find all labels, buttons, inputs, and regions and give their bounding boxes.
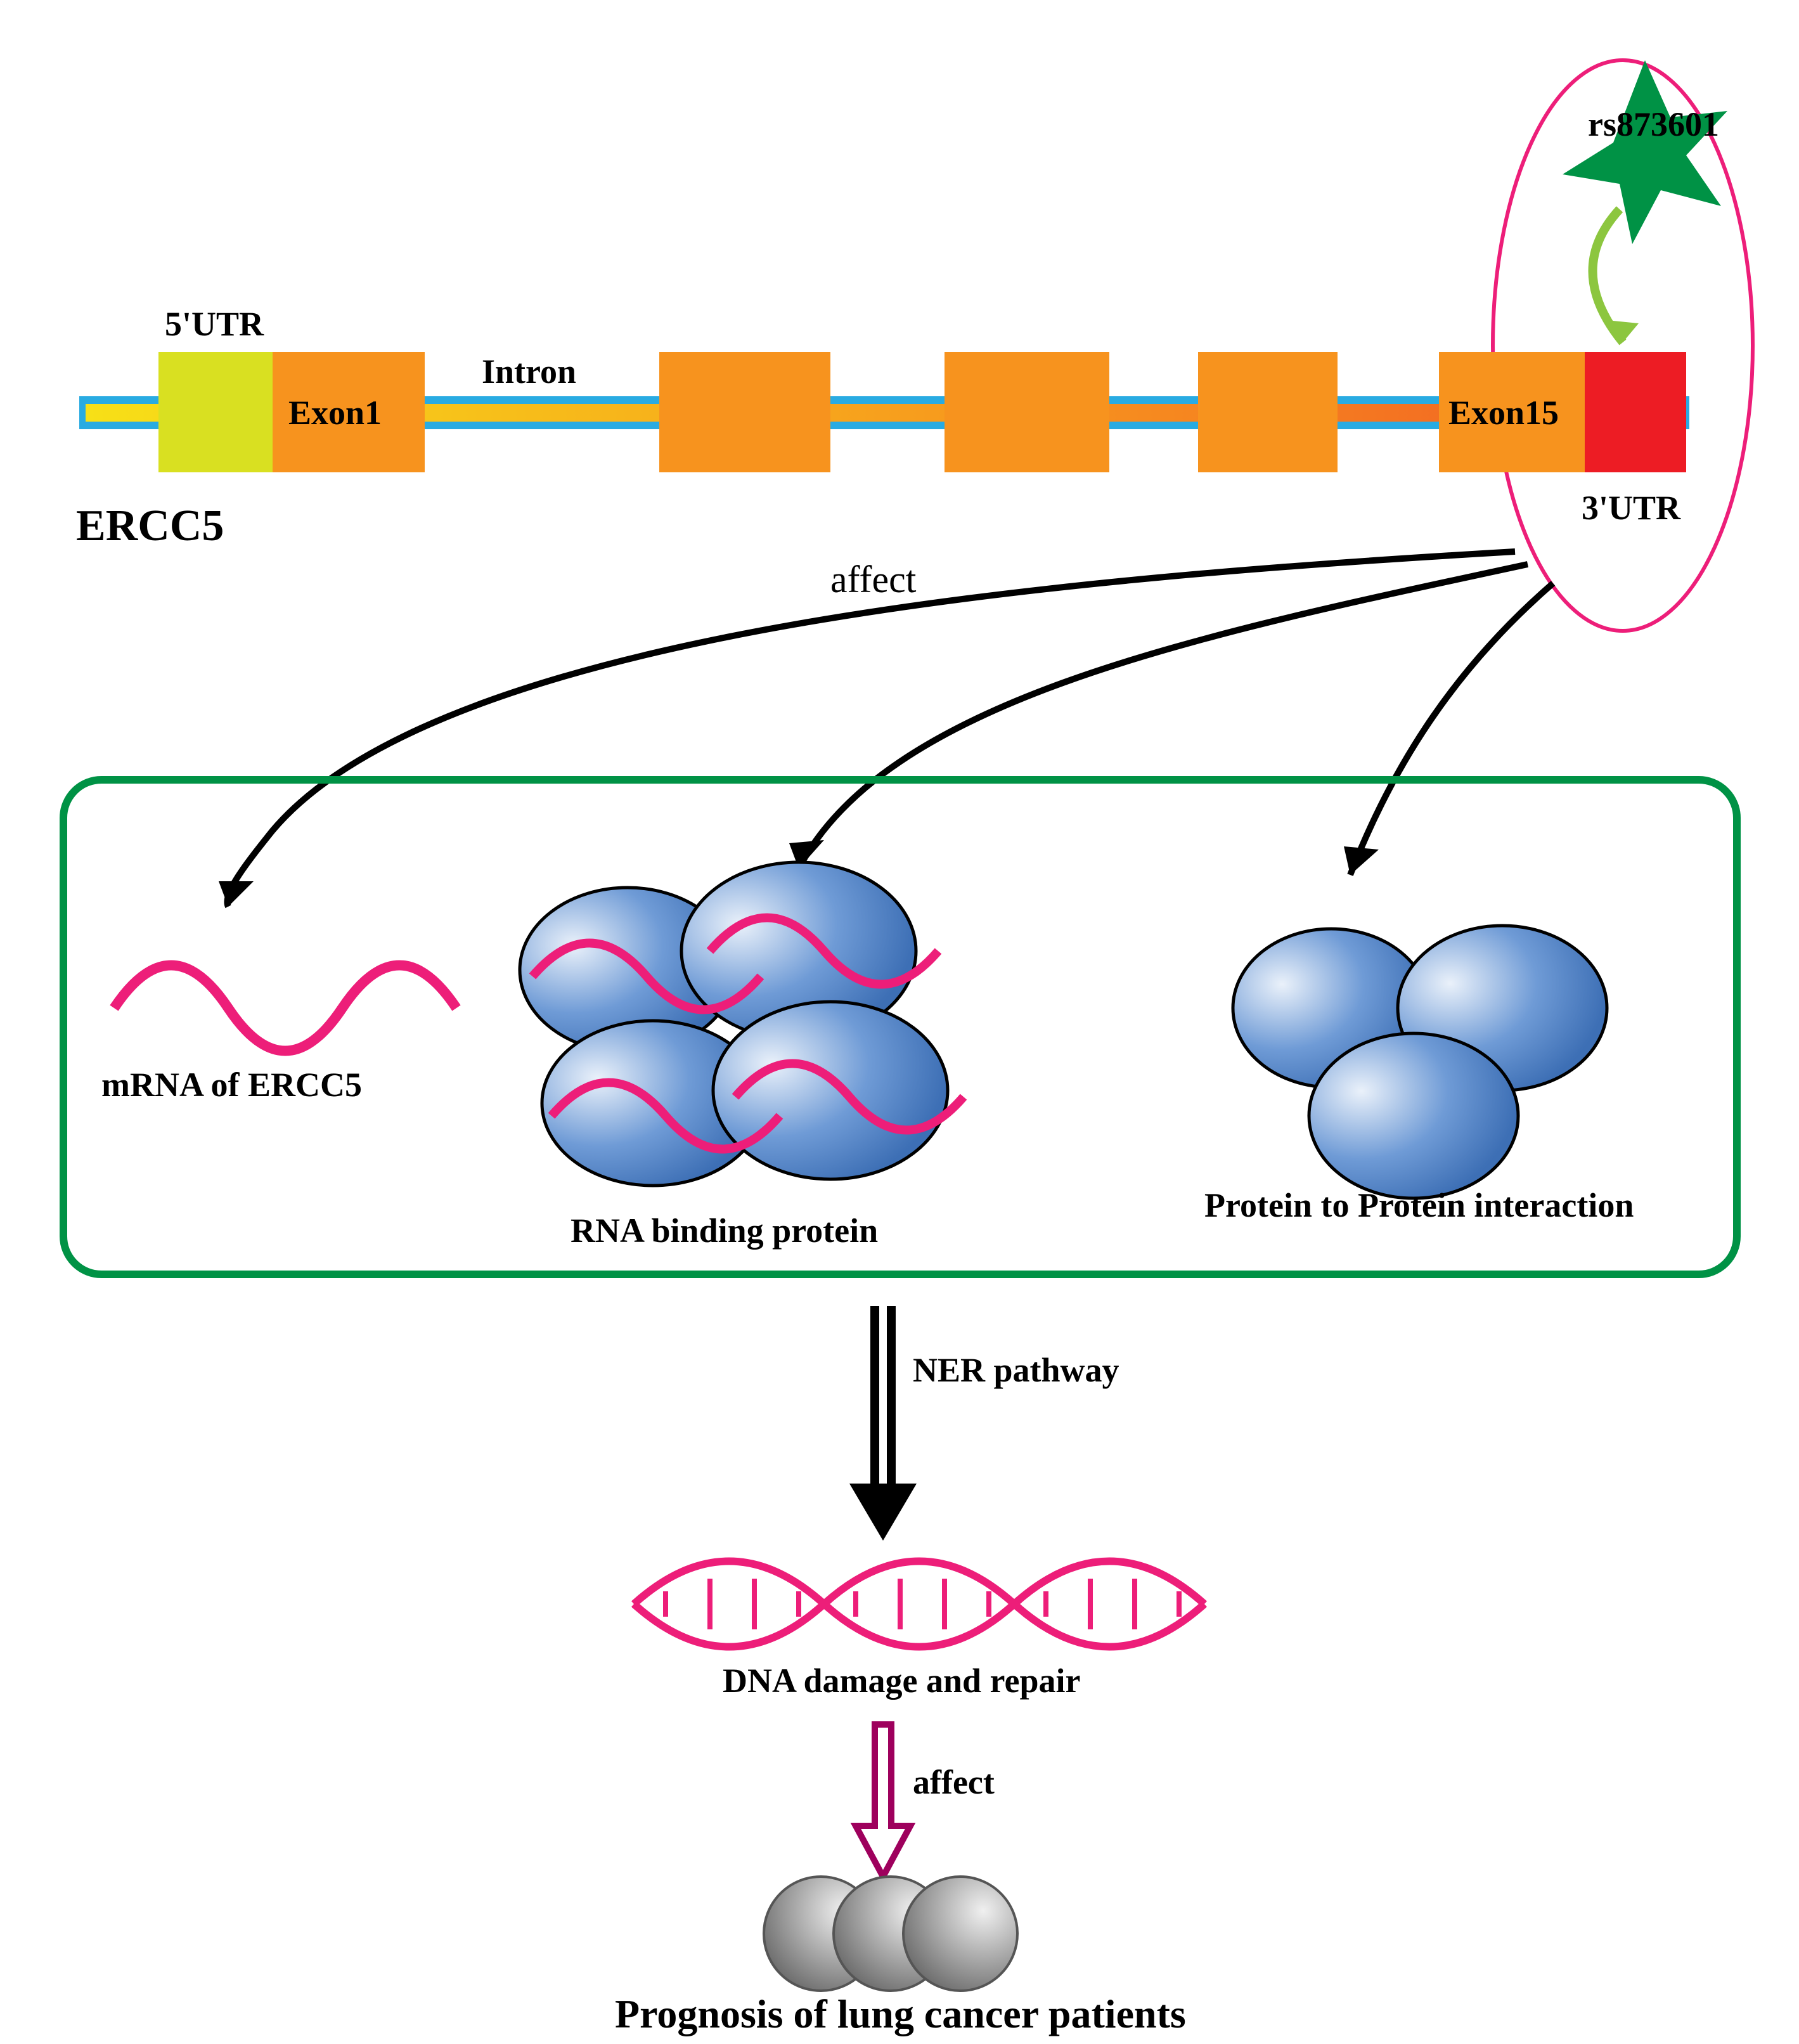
cells-icon [764, 1877, 1017, 1991]
affect-arrow-icon [856, 1724, 910, 1877]
exon15-label: Exon15 [1448, 393, 1559, 432]
affect2-label: affect [913, 1763, 995, 1802]
five-utr-block [158, 352, 273, 472]
diagram-svg [0, 0, 1799, 2044]
three-utr-block [1585, 352, 1686, 472]
rbp-label: RNA binding protein [571, 1211, 878, 1250]
affect-arrow-left [227, 552, 1515, 907]
ner-label: NER pathway [913, 1350, 1119, 1390]
ppi-label: Protein to Protein interaction [1204, 1186, 1634, 1225]
snp-label: rs873601 [1588, 105, 1719, 144]
exon1-label: Exon1 [288, 393, 382, 432]
exon2-block [659, 352, 830, 472]
ppi-cluster-icon [1233, 926, 1607, 1198]
gene-name-label: ERCC5 [76, 501, 224, 552]
three-utr-label: 3'UTR [1582, 488, 1680, 527]
dna-helix-icon [634, 1562, 1204, 1647]
five-utr-label: 5'UTR [165, 304, 264, 344]
ner-arrow-icon [849, 1306, 917, 1541]
intron-label: Intron [482, 352, 576, 391]
diagram-canvas: 5'UTR Exon1 Intron Exon15 3'UTR rs873601… [0, 0, 1799, 2044]
affect-arrow-right [1350, 583, 1553, 875]
exon4-block [1198, 352, 1338, 472]
prognosis-label: Prognosis of lung cancer patients [615, 1991, 1186, 2038]
snp-star-icon [1563, 60, 1727, 244]
affect-label: affect [830, 558, 916, 602]
mrna-label: mRNA of ERCC5 [101, 1065, 362, 1104]
dna-repair-label: DNA damage and repair [723, 1661, 1081, 1700]
exon3-block [945, 352, 1109, 472]
mrna-wave-icon [114, 966, 456, 1051]
affect-arrow-mid [799, 564, 1528, 869]
rbp-cluster-icon [520, 862, 964, 1186]
